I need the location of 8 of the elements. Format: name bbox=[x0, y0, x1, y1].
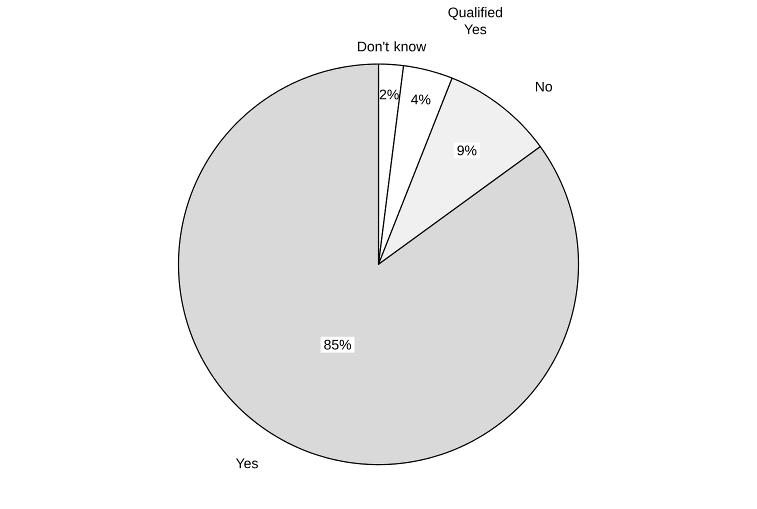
slice-label: Qualified Yes bbox=[448, 7, 502, 34]
slice-label: No bbox=[536, 82, 552, 92]
slice-label: Yes bbox=[236, 458, 258, 468]
data-label: 9% bbox=[457, 146, 476, 156]
data-label: 4% bbox=[411, 94, 430, 105]
data-label: 85% bbox=[324, 340, 352, 350]
slice-label: Don't know bbox=[358, 41, 426, 52]
data-label: 2% bbox=[380, 90, 399, 100]
